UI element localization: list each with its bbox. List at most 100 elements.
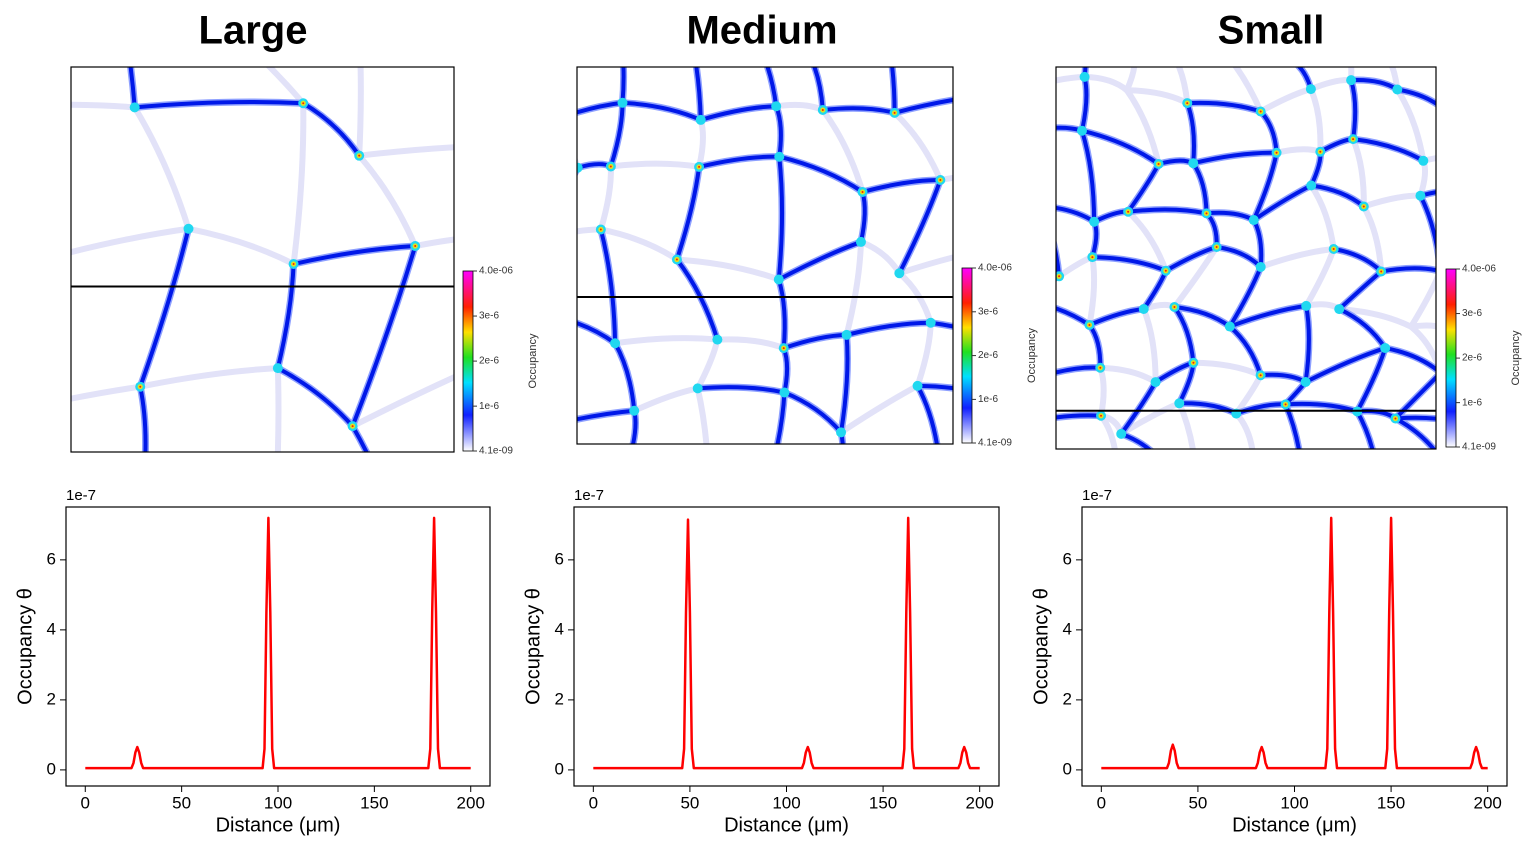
- boundary: [1038, 464, 1117, 485]
- junction: [982, 48, 992, 58]
- junction-center: [1380, 270, 1383, 273]
- junction-center: [1058, 275, 1061, 278]
- boundary-halo: [1121, 466, 1166, 543]
- boundary: [842, 538, 898, 571]
- faint-boundary: [1097, 366, 1107, 417]
- junction-center: [599, 228, 602, 231]
- junction: [1306, 180, 1317, 191]
- faint-boundary: [577, 157, 581, 168]
- y-tick-label: 2: [47, 689, 56, 708]
- boundary: [1011, 44, 1019, 90]
- junction: [1116, 428, 1127, 439]
- boundary-halo: [997, 80, 1045, 95]
- boundary: [697, 385, 785, 395]
- junction: [617, 97, 628, 108]
- junction-core: [1114, 461, 1119, 466]
- faint-boundary: [356, 67, 364, 156]
- boundary: [1420, 463, 1444, 550]
- faint-boundary: [898, 254, 953, 277]
- junction-core: [1194, 478, 1199, 483]
- junction: [625, 451, 635, 461]
- boundary: [1196, 457, 1253, 480]
- boundary-halo: [1011, 44, 1019, 90]
- junction: [912, 380, 923, 391]
- boundary-halo: [1185, 480, 1196, 545]
- boundary: [1253, 457, 1303, 485]
- y-tick-label: 4: [1063, 619, 1072, 638]
- junction: [1040, 75, 1050, 85]
- boundary-halo: [1011, 37, 1080, 45]
- junction: [894, 268, 905, 279]
- junction-center: [1362, 205, 1365, 208]
- boundary: [898, 533, 988, 538]
- y-tick-label: 6: [555, 549, 564, 568]
- junction-core: [1521, 196, 1526, 201]
- junction: [1283, 539, 1293, 549]
- faint-boundary: [139, 365, 279, 390]
- faint-boundary: [132, 105, 192, 230]
- y-tick-label: 2: [555, 689, 564, 708]
- x-axis-label: Distance (μm): [1232, 814, 1357, 836]
- image-bg: [577, 67, 953, 444]
- boundary: [1056, 413, 1102, 420]
- boundary: [275, 263, 296, 369]
- faint-boundary: [1175, 67, 1191, 104]
- y-axis-label: Occupancy θ: [522, 588, 544, 705]
- junction-center: [675, 258, 678, 261]
- faint-boundary: [610, 160, 700, 170]
- junction: [1463, 187, 1473, 197]
- junction: [835, 489, 845, 499]
- junction: [1129, 53, 1139, 63]
- colorbar-label: Occupancy: [1510, 330, 1522, 386]
- boundary-halo: [1465, 420, 1526, 424]
- junction-center: [1091, 256, 1094, 259]
- faint-boundary: [1126, 209, 1169, 272]
- boundary: [1465, 420, 1526, 424]
- colorbar-tick-label: 2e-6: [978, 350, 998, 361]
- faint-boundary: [1008, 173, 1031, 246]
- faint-boundary: [840, 494, 845, 571]
- boundary-halo: [898, 533, 988, 538]
- junction: [511, 503, 521, 513]
- junction-center: [292, 263, 295, 266]
- boundary-halo: [577, 167, 581, 177]
- junction: [139, 471, 149, 481]
- boundary: [350, 425, 369, 452]
- faint-boundary: [1350, 137, 1367, 207]
- boundary-halo: [1522, 111, 1526, 148]
- x-tick-label: 0: [81, 793, 90, 812]
- junction: [1006, 39, 1016, 49]
- junction: [537, 29, 547, 39]
- boundary: [1004, 399, 1058, 422]
- boundary: [777, 240, 862, 282]
- faint-boundary: [1454, 512, 1501, 526]
- junction: [1374, 478, 1384, 488]
- faint-boundary: [1193, 359, 1262, 379]
- boundary: [1454, 469, 1473, 527]
- boundary: [787, 537, 843, 571]
- faint-boundary: [1032, 131, 1040, 206]
- faint-boundary: [265, 67, 306, 106]
- junction-center: [708, 501, 710, 503]
- boundary: [776, 156, 785, 280]
- y-tick-label: 6: [47, 549, 56, 568]
- boundary-halo: [618, 16, 686, 26]
- boundary: [388, 621, 534, 658]
- junction: [836, 427, 847, 438]
- junction-core: [840, 568, 845, 573]
- x-tick-label: 150: [360, 793, 388, 812]
- plot-frame: [573, 506, 1000, 787]
- boundary-halo: [787, 537, 843, 571]
- boundary: [1438, 37, 1447, 112]
- x-tick-label: 100: [772, 793, 800, 812]
- boundary: [1379, 36, 1439, 43]
- data-line: [85, 516, 471, 770]
- boundary: [618, 16, 686, 26]
- boundary: [536, 241, 548, 315]
- faint-boundary: [356, 153, 418, 248]
- boundary: [1056, 306, 1091, 327]
- boundary-halo: [1342, 22, 1379, 44]
- junction-center: [1319, 150, 1322, 153]
- junction: [543, 117, 553, 127]
